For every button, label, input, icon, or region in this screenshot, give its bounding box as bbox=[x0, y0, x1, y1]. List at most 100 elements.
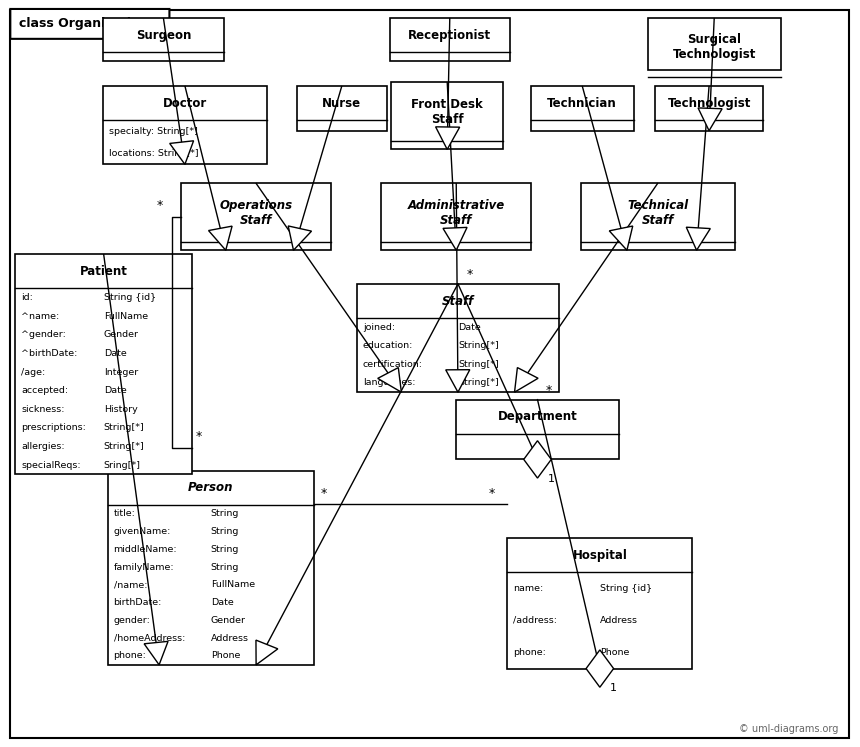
Text: Date: Date bbox=[458, 323, 481, 332]
Bar bbox=[103, 18, 224, 61]
Polygon shape bbox=[10, 9, 169, 39]
Bar bbox=[381, 183, 531, 250]
Text: *: * bbox=[195, 430, 201, 444]
Text: Surgeon: Surgeon bbox=[136, 28, 191, 42]
Polygon shape bbox=[698, 108, 722, 131]
Text: Staff: Staff bbox=[442, 294, 474, 308]
Bar bbox=[580, 183, 735, 250]
Text: Address: Address bbox=[211, 633, 249, 642]
Text: *: * bbox=[321, 487, 327, 500]
Text: accepted:: accepted: bbox=[22, 386, 69, 395]
Text: *: * bbox=[466, 268, 473, 281]
Text: Receptionist: Receptionist bbox=[408, 28, 491, 42]
Text: Address: Address bbox=[600, 616, 638, 625]
Text: familyName:: familyName: bbox=[114, 562, 174, 571]
Text: /age:: /age: bbox=[22, 368, 46, 376]
Text: Person: Person bbox=[188, 481, 233, 495]
Text: String: String bbox=[211, 545, 239, 554]
Text: education:: education: bbox=[363, 341, 414, 350]
Polygon shape bbox=[436, 127, 460, 149]
Polygon shape bbox=[288, 226, 311, 250]
Text: Technical
Staff: Technical Staff bbox=[627, 199, 689, 226]
Text: prescriptions:: prescriptions: bbox=[22, 424, 86, 433]
Text: gender:: gender: bbox=[114, 616, 150, 625]
Text: String: String bbox=[211, 562, 239, 571]
Text: Doctor: Doctor bbox=[163, 96, 207, 110]
Text: name:: name: bbox=[513, 583, 544, 593]
Text: Phone: Phone bbox=[600, 648, 630, 657]
Polygon shape bbox=[208, 226, 232, 250]
Text: String: String bbox=[211, 527, 239, 536]
Polygon shape bbox=[587, 650, 614, 687]
Text: 1: 1 bbox=[548, 474, 555, 484]
Text: FullName: FullName bbox=[103, 311, 148, 320]
Text: id:: id: bbox=[22, 293, 34, 302]
Text: Phone: Phone bbox=[211, 651, 240, 660]
Text: String {id}: String {id} bbox=[103, 293, 156, 302]
Text: birthDate:: birthDate: bbox=[114, 598, 162, 607]
Bar bbox=[297, 86, 387, 131]
Bar bbox=[391, 82, 503, 149]
Text: ^birthDate:: ^birthDate: bbox=[22, 349, 78, 358]
Text: class Organization: class Organization bbox=[19, 17, 148, 31]
Polygon shape bbox=[443, 227, 467, 250]
Text: Front Desk
Staff: Front Desk Staff bbox=[411, 98, 483, 125]
Polygon shape bbox=[524, 441, 551, 478]
Text: ^gender:: ^gender: bbox=[22, 330, 66, 339]
Text: Gender: Gender bbox=[103, 330, 138, 339]
Text: Hospital: Hospital bbox=[573, 548, 627, 562]
Polygon shape bbox=[445, 370, 470, 392]
Text: givenName:: givenName: bbox=[114, 527, 171, 536]
Bar bbox=[357, 284, 559, 392]
Text: © uml-diagrams.org: © uml-diagrams.org bbox=[739, 724, 838, 734]
Bar bbox=[390, 18, 510, 61]
Text: String[*]: String[*] bbox=[458, 360, 499, 369]
Text: Surgical
Technologist: Surgical Technologist bbox=[673, 34, 756, 61]
Bar bbox=[648, 18, 781, 70]
Polygon shape bbox=[686, 227, 710, 250]
Polygon shape bbox=[514, 368, 538, 392]
Polygon shape bbox=[609, 226, 633, 250]
Text: /homeAddress:: /homeAddress: bbox=[114, 633, 185, 642]
Text: specialty: String[*]: specialty: String[*] bbox=[109, 127, 198, 136]
Bar bbox=[15, 254, 192, 474]
Text: /name:: /name: bbox=[114, 580, 147, 589]
Text: *: * bbox=[546, 384, 552, 397]
Text: phone:: phone: bbox=[114, 651, 146, 660]
Text: History: History bbox=[103, 405, 138, 414]
Polygon shape bbox=[378, 368, 402, 392]
Text: String[*]: String[*] bbox=[103, 442, 144, 451]
Text: phone:: phone: bbox=[513, 648, 546, 657]
Bar bbox=[531, 86, 634, 131]
Text: String {id}: String {id} bbox=[600, 583, 652, 593]
Text: Nurse: Nurse bbox=[322, 96, 361, 110]
Text: ^name:: ^name: bbox=[22, 311, 59, 320]
Polygon shape bbox=[256, 640, 278, 665]
Text: Sring[*]: Sring[*] bbox=[103, 461, 141, 470]
Text: joined:: joined: bbox=[363, 323, 395, 332]
Text: Administrative
Staff: Administrative Staff bbox=[408, 199, 505, 226]
Text: *: * bbox=[488, 487, 494, 500]
Text: Patient: Patient bbox=[80, 264, 127, 278]
Text: Date: Date bbox=[103, 386, 126, 395]
Text: *: * bbox=[157, 199, 163, 212]
Polygon shape bbox=[169, 140, 194, 164]
Text: title:: title: bbox=[114, 509, 135, 518]
Text: specialReqs:: specialReqs: bbox=[22, 461, 81, 470]
Bar bbox=[655, 86, 763, 131]
Text: /address:: /address: bbox=[513, 616, 557, 625]
Bar bbox=[103, 86, 267, 164]
Text: certification:: certification: bbox=[363, 360, 423, 369]
Text: Technologist: Technologist bbox=[667, 96, 751, 110]
Text: locations: String[*]: locations: String[*] bbox=[109, 149, 199, 158]
Text: allergies:: allergies: bbox=[22, 442, 65, 451]
Text: FullName: FullName bbox=[211, 580, 255, 589]
Text: Date: Date bbox=[103, 349, 126, 358]
Text: sickness:: sickness: bbox=[22, 405, 65, 414]
Text: String[*]: String[*] bbox=[103, 424, 144, 433]
Bar bbox=[507, 538, 692, 669]
Text: Technician: Technician bbox=[547, 96, 617, 110]
Text: Integer: Integer bbox=[103, 368, 138, 376]
Bar bbox=[108, 471, 314, 665]
Text: String: String bbox=[211, 509, 239, 518]
